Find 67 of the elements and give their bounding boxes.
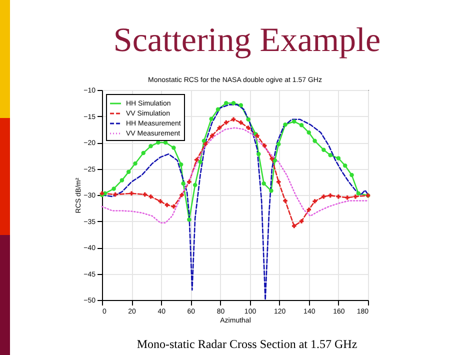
point	[198, 160, 202, 164]
point	[350, 172, 354, 178]
point	[238, 103, 244, 108]
point	[217, 126, 222, 130]
point	[283, 198, 288, 203]
point	[120, 178, 124, 182]
point	[356, 191, 361, 196]
point	[246, 126, 250, 130]
point	[192, 182, 198, 188]
point	[158, 199, 162, 204]
text: Mono-static Radar Cross Section at 1.57 GHz	[136, 337, 358, 352]
point	[312, 199, 317, 204]
point	[345, 196, 350, 200]
point	[342, 163, 348, 168]
point	[353, 194, 358, 199]
point	[231, 117, 236, 122]
point	[238, 120, 244, 125]
point	[246, 117, 250, 122]
point	[336, 156, 341, 160]
point	[292, 224, 296, 228]
point	[112, 186, 116, 191]
point	[194, 158, 199, 162]
point	[164, 202, 170, 208]
point	[272, 158, 278, 162]
point	[172, 204, 176, 209]
point	[299, 219, 304, 224]
point	[141, 150, 146, 156]
point	[322, 148, 326, 152]
point	[312, 138, 317, 144]
point	[269, 188, 274, 193]
point	[178, 162, 184, 167]
point	[113, 192, 118, 197]
point	[142, 192, 147, 197]
point	[224, 101, 228, 106]
point	[216, 107, 220, 112]
point	[299, 123, 304, 128]
point	[276, 142, 281, 146]
point	[180, 192, 184, 198]
point	[129, 191, 134, 196]
point	[262, 144, 267, 148]
point	[336, 194, 341, 199]
point	[276, 180, 281, 184]
point	[187, 180, 192, 184]
point	[210, 134, 214, 138]
point	[203, 142, 208, 146]
point	[231, 101, 236, 106]
point	[148, 144, 153, 148]
point	[262, 181, 266, 186]
point	[181, 181, 186, 186]
chart-title: Scattering Example	[112, 22, 382, 60]
point	[328, 193, 332, 198]
point	[322, 194, 326, 199]
point	[172, 146, 176, 150]
point	[126, 170, 131, 174]
point	[292, 119, 296, 124]
point	[148, 194, 153, 199]
point	[270, 156, 274, 161]
point	[328, 152, 332, 158]
point	[256, 152, 261, 156]
point	[209, 116, 214, 121]
point	[133, 161, 138, 166]
point	[306, 208, 312, 212]
point	[202, 138, 206, 144]
point	[283, 122, 288, 127]
point	[224, 120, 228, 125]
point	[187, 218, 192, 222]
point	[306, 130, 312, 135]
